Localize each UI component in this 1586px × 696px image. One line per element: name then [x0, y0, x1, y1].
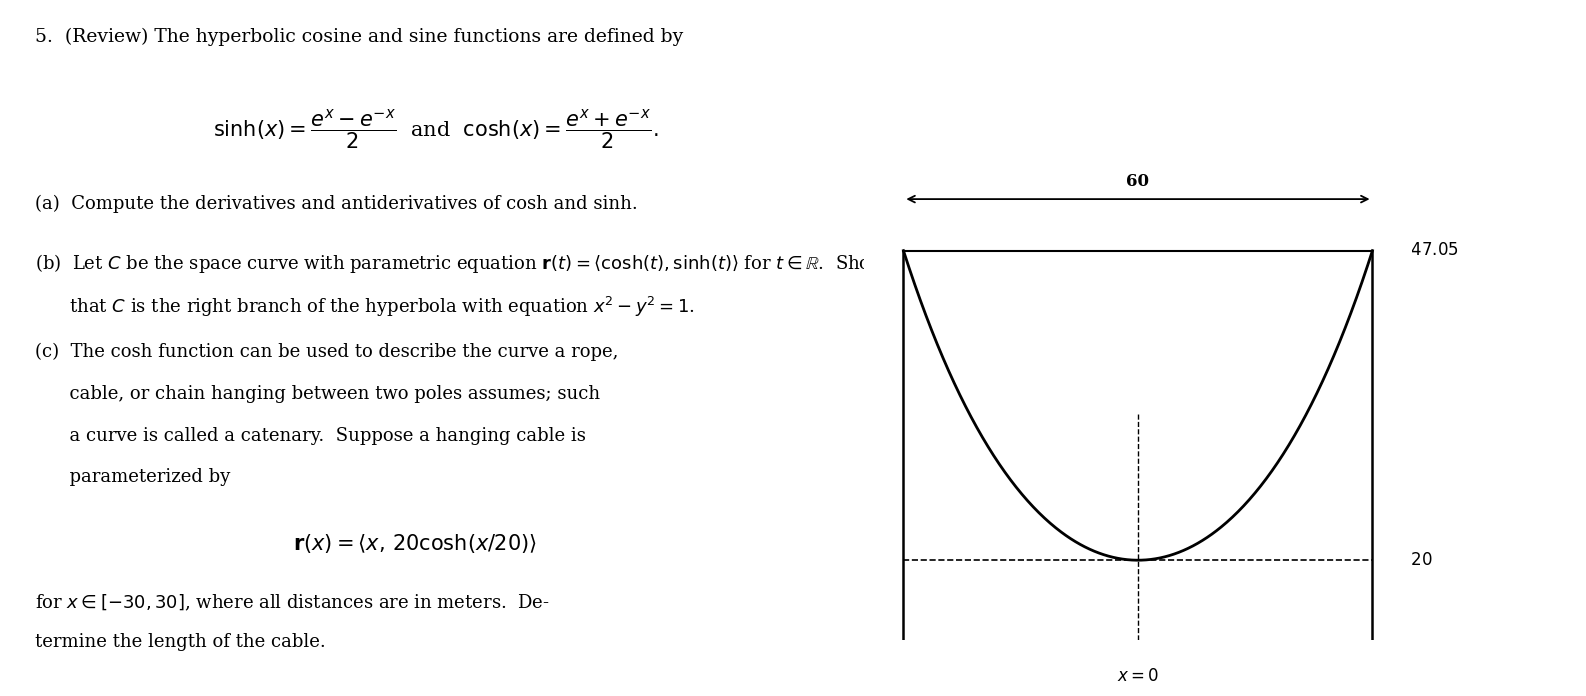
Text: termine the length of the cable.: termine the length of the cable. — [35, 633, 325, 651]
Text: $\sinh(x) = \dfrac{e^{x} - e^{-x}}{2}$  and  $\cosh(x) = \dfrac{e^{x} + e^{-x}}{: $\sinh(x) = \dfrac{e^{x} - e^{-x}}{2}$ a… — [214, 108, 658, 152]
Text: $x = 0$: $x = 0$ — [1117, 668, 1159, 685]
Text: a curve is called a catenary.  Suppose a hanging cable is: a curve is called a catenary. Suppose a … — [35, 427, 585, 445]
Text: parameterized by: parameterized by — [35, 468, 230, 487]
Text: for $x \in [-30, 30]$, where all distances are in meters.  De-: for $x \in [-30, 30]$, where all distanc… — [35, 593, 550, 613]
Text: $y = 20$: $y = 20$ — [1380, 550, 1434, 571]
Text: 5.  (Review) The hyperbolic cosine and sine functions are defined by: 5. (Review) The hyperbolic cosine and si… — [35, 28, 684, 46]
Text: cable, or chain hanging between two poles assumes; such: cable, or chain hanging between two pole… — [35, 385, 600, 403]
Text: $\mathbf{r}(x) = \langle x,\, 20\cosh(x/20) \rangle$: $\mathbf{r}(x) = \langle x,\, 20\cosh(x/… — [293, 532, 538, 555]
Text: that $C$ is the right branch of the hyperbola with equation $x^2 - y^2 = 1$.: that $C$ is the right branch of the hype… — [35, 295, 695, 319]
Text: $y = 47.05$: $y = 47.05$ — [1380, 240, 1459, 261]
Text: (c)  The cosh function can be used to describe the curve a rope,: (c) The cosh function can be used to des… — [35, 343, 619, 361]
Text: 60: 60 — [1126, 173, 1150, 190]
Text: (b)  Let $C$ be the space curve with parametric equation $\mathbf{r}(t) = \langl: (b) Let $C$ be the space curve with para… — [35, 252, 887, 275]
Text: (a)  Compute the derivatives and antiderivatives of cosh and sinh.: (a) Compute the derivatives and antideri… — [35, 195, 638, 213]
